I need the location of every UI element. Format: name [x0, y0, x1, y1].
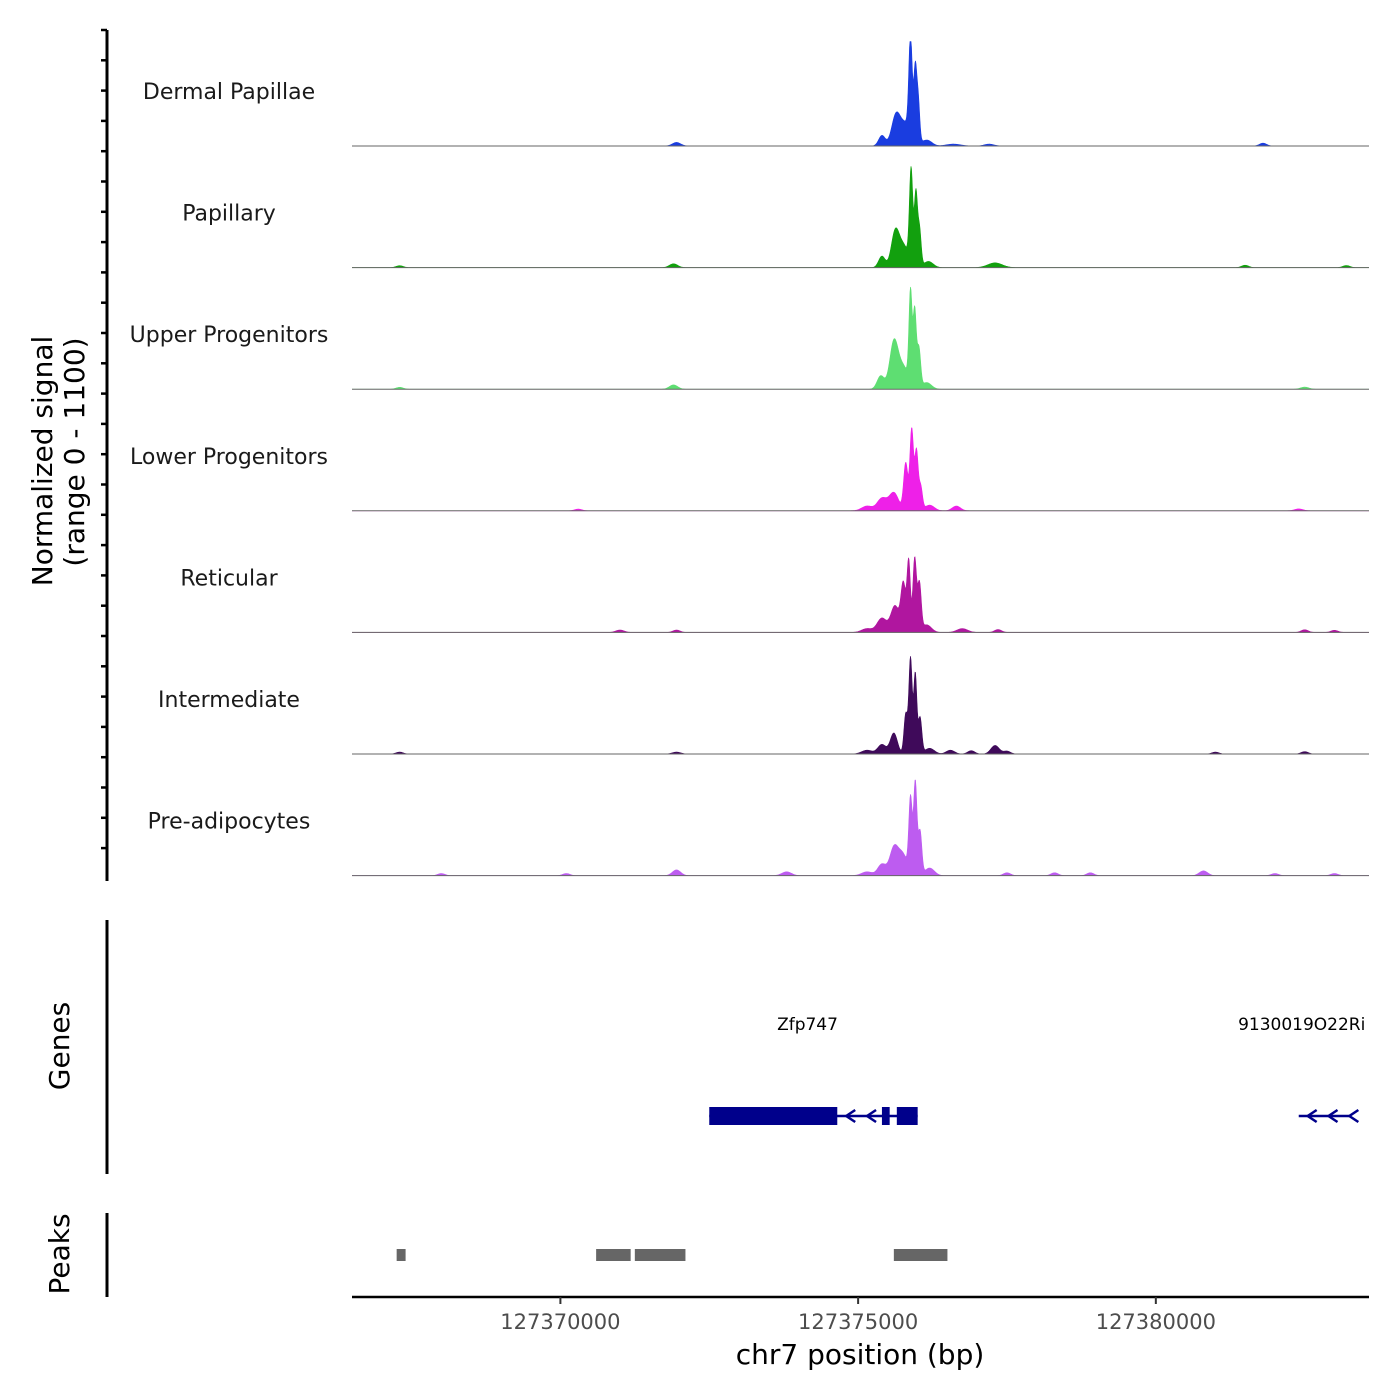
gene-model: 9130019O22Ri: [1238, 1015, 1365, 1124]
strand-arrow: [1326, 1108, 1339, 1124]
track-label: Dermal Papillae: [143, 80, 315, 105]
track-label: Reticular: [180, 566, 278, 591]
peak-region: [396, 1249, 406, 1261]
x-tick-label: 127375000: [798, 1310, 918, 1334]
gene-exon: [709, 1107, 838, 1125]
peak-region: [893, 1249, 948, 1261]
signal-area: [352, 427, 1369, 512]
x-tick-label: 127380000: [1096, 1310, 1216, 1334]
peak-region: [634, 1249, 686, 1261]
gene-exon: [896, 1107, 918, 1125]
gene-label: 9130019O22Ri: [1238, 1015, 1365, 1035]
genes-track-title: Genes: [43, 1002, 76, 1090]
track-label: Pre-adipocytes: [148, 810, 311, 835]
gene-exon: [881, 1107, 890, 1125]
signal-track: [352, 556, 1369, 633]
signal-track: [352, 166, 1369, 269]
signal-area: [352, 779, 1369, 876]
signal-y-axis: [101, 28, 109, 881]
track-label: Upper Progenitors: [130, 323, 329, 348]
signal-track: [352, 779, 1369, 877]
track-labels: Dermal Papillae Papillary Upper Progenitor…: [130, 80, 329, 835]
signal-area: [352, 41, 1369, 147]
signal-tracks: [352, 41, 1369, 877]
strand-arrow: [1347, 1108, 1360, 1124]
signal-track: [352, 286, 1369, 390]
y-axis-title: Normalized signal: [26, 336, 59, 587]
x-tick-label: 127370000: [500, 1310, 620, 1334]
signal-track: [352, 427, 1369, 512]
signal-area: [352, 286, 1369, 390]
x-axis-title: chr7 position (bp): [736, 1338, 985, 1371]
gene-model: Zfp747: [709, 1015, 918, 1125]
strand-arrow: [843, 1108, 856, 1124]
strand-arrow: [1305, 1108, 1318, 1124]
peak-regions: [396, 1249, 948, 1261]
strand-arrow: [864, 1108, 877, 1124]
track-label: Intermediate: [158, 688, 300, 713]
signal-area: [352, 166, 1369, 268]
track-label: Lower Progenitors: [130, 445, 328, 470]
signal-area: [352, 556, 1369, 633]
peaks-track-title: Peaks: [43, 1213, 76, 1294]
peak-region: [596, 1249, 631, 1261]
gene-annotations: Zfp747 9130019O22Ri: [709, 1015, 1365, 1125]
gene-label: Zfp747: [777, 1015, 838, 1035]
signal-track: [352, 656, 1369, 755]
track-label: Papillary: [182, 202, 276, 227]
signal-track: [352, 41, 1369, 147]
y-axis-subtitle: (range 0 - 1100): [58, 337, 91, 566]
x-axis-ticks: 127370000 127375000 127380000: [500, 1297, 1216, 1334]
signal-area: [352, 656, 1369, 755]
